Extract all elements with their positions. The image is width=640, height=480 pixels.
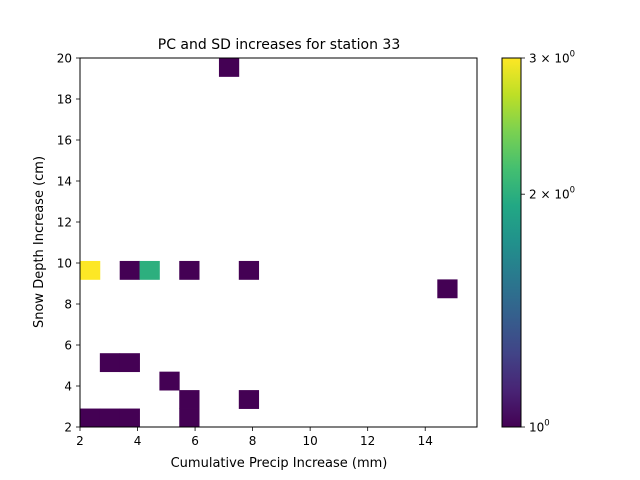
heatmap-cell bbox=[119, 408, 140, 428]
x-tick-label: 10 bbox=[303, 434, 318, 448]
colorbar bbox=[501, 57, 522, 428]
y-tick-label: 20 bbox=[57, 52, 72, 66]
y-tick-label: 10 bbox=[57, 257, 72, 271]
chart-title: PC and SD increases for station 33 bbox=[158, 37, 400, 53]
x-tick-label: 12 bbox=[360, 434, 375, 448]
heatmap-cell bbox=[218, 58, 240, 77]
x-axis-label: Cumulative Precip Increase (mm) bbox=[171, 456, 388, 471]
heatmap-cell bbox=[179, 408, 200, 428]
x-tick-label: 14 bbox=[418, 434, 433, 448]
heatmap-cells bbox=[80, 58, 458, 428]
y-tick-label: 8 bbox=[64, 298, 72, 312]
y-axis: 2 4 6 8 10 12 14 16 18 20 bbox=[57, 52, 80, 435]
y-axis-label: Snow Depth Increase (cm) bbox=[32, 156, 47, 328]
y-tick-label: 4 bbox=[64, 380, 72, 394]
colorbar-tick-label: 100 bbox=[529, 419, 550, 435]
x-tick-label: 4 bbox=[134, 434, 142, 448]
x-axis: 2 4 6 8 10 12 14 bbox=[76, 427, 433, 448]
heatmap-cell bbox=[437, 279, 458, 299]
x-tick-label: 8 bbox=[249, 434, 257, 448]
y-tick-label: 18 bbox=[57, 93, 72, 107]
heatmap-cell bbox=[80, 260, 101, 280]
colorbar-ticks: 100 2 × 100 3 × 100 bbox=[521, 50, 575, 435]
heatmap-cell bbox=[119, 260, 140, 280]
heatmap-cell bbox=[159, 371, 180, 391]
heatmap-cell bbox=[139, 260, 160, 280]
colorbar-tick-label: 3 × 100 bbox=[529, 50, 575, 66]
y-tick-label: 16 bbox=[57, 134, 72, 148]
y-tick-label: 12 bbox=[57, 216, 72, 230]
y-tick-label: 14 bbox=[57, 175, 72, 189]
heatmap-cell bbox=[238, 260, 260, 280]
plot-frame bbox=[79, 57, 478, 428]
y-tick-label: 6 bbox=[64, 339, 72, 353]
x-tick-label: 6 bbox=[191, 434, 199, 448]
heatmap-cell bbox=[80, 408, 101, 428]
heatmap-cell bbox=[119, 353, 140, 373]
heatmap-cell bbox=[99, 408, 121, 428]
x-tick-label: 2 bbox=[76, 434, 84, 448]
heatmap-cell bbox=[99, 353, 121, 373]
heatmap-cell bbox=[179, 260, 200, 280]
colorbar-tick-label: 2 × 100 bbox=[529, 186, 575, 202]
heatmap-cell bbox=[238, 390, 260, 409]
y-tick-label: 2 bbox=[64, 421, 72, 435]
heatmap-cell bbox=[179, 390, 200, 409]
